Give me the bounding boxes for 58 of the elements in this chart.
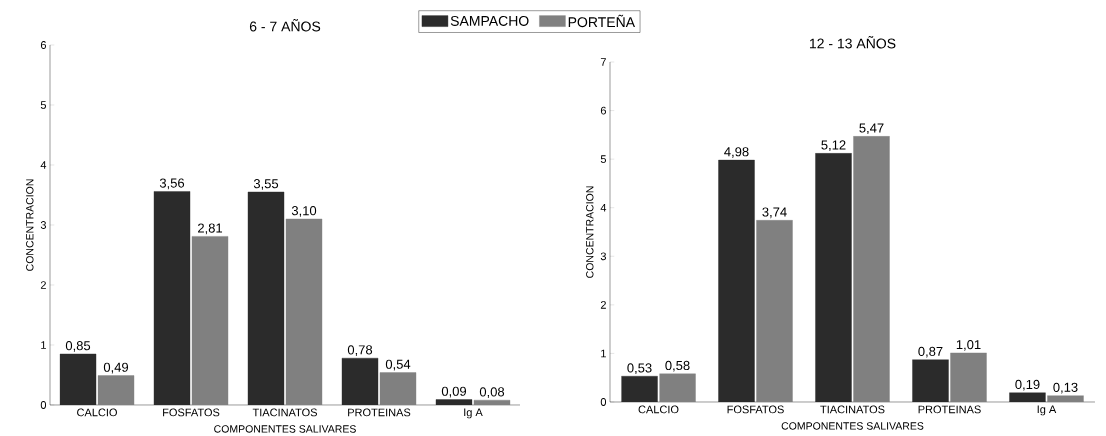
y-axis-title: CONCENTRACION — [26, 179, 34, 271]
y-tick-label: 6 — [40, 41, 46, 49]
x-tick-label: FOSFATOS — [727, 405, 784, 414]
data-label: 1,01 — [956, 339, 981, 351]
y-tick-label: 2 — [600, 301, 606, 309]
x-tick-label: Ig A — [1037, 405, 1057, 416]
y-tick-label: 1 — [601, 349, 606, 358]
data-label: 4,98 — [724, 147, 749, 158]
y-tick-label: 5 — [40, 101, 47, 109]
y-tick-label: 4 — [600, 203, 607, 212]
x-tick-label: TIACINATOS — [252, 408, 317, 417]
x-tick-label: TIACINATOS — [820, 405, 885, 414]
legend-label: SAMPACHO — [450, 15, 529, 26]
data-label: 3,55 — [253, 179, 279, 190]
data-label: 0,09 — [441, 386, 467, 398]
data-label: 3,74 — [762, 207, 787, 219]
y-tick-label: 5 — [600, 155, 606, 163]
x-tick-label: FOSFATOS — [163, 408, 220, 417]
data-label: 0,08 — [479, 387, 505, 398]
y-tick-label: 7 — [600, 58, 606, 66]
x-tick-label: CALCIO — [638, 405, 679, 414]
bar — [435, 399, 473, 405]
y-tick-label: 1 — [41, 341, 46, 349]
data-label: 0,54 — [385, 359, 411, 371]
x-tick-label: Ig A — [464, 408, 483, 419]
data-label: 5,47 — [859, 123, 884, 135]
data-label: 3,10 — [291, 206, 317, 217]
data-label: 0,13 — [1053, 382, 1078, 394]
bar — [247, 191, 285, 405]
data-label: 0,87 — [918, 346, 943, 358]
data-label: 0,19 — [1015, 379, 1040, 391]
x-axis-title: COMPONENTES SALIVARES — [214, 425, 356, 433]
bar — [153, 191, 191, 405]
x-tick-label: CALCIO — [77, 408, 117, 417]
y-tick-label: 6 — [600, 106, 606, 115]
data-label: 0,78 — [347, 345, 373, 356]
x-axis-title: COMPONENTES SALIVARES — [781, 422, 924, 430]
data-label: 2,81 — [198, 223, 223, 235]
y-tick-label: 2 — [40, 281, 46, 289]
y-tick-label: 4 — [40, 161, 47, 169]
y-tick-label: 3 — [40, 221, 46, 229]
y-tick-label: 3 — [600, 252, 606, 261]
chart-title: 12 - 13 AÑOS — [809, 36, 896, 49]
data-label: 5,12 — [821, 140, 846, 152]
chart-title: 6 - 7 AÑOS — [249, 19, 321, 32]
x-tick-label: PROTEINAS — [918, 405, 981, 414]
x-tick-label: PROTEINAS — [348, 408, 411, 417]
data-label: 0,49 — [103, 362, 129, 374]
legend-label: PORTEÑA — [568, 14, 636, 28]
data-label: 0,85 — [65, 341, 91, 352]
y-tick-label: 0 — [40, 401, 47, 409]
bar — [59, 353, 97, 405]
y-tick-label: 0 — [600, 398, 607, 406]
bar — [341, 357, 379, 405]
data-label: 3,56 — [159, 178, 185, 190]
y-axis-title: CONCENTRACION — [586, 186, 594, 278]
data-label: 0,53 — [627, 363, 652, 375]
data-label: 0,58 — [665, 360, 690, 372]
